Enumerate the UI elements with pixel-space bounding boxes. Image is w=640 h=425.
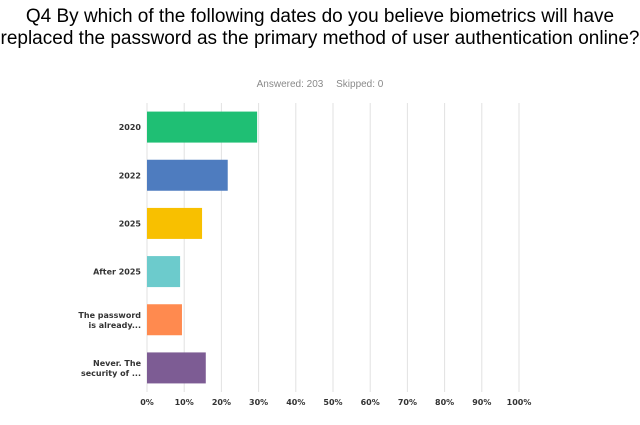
x-tick-label: 100% [507, 398, 532, 407]
bar [147, 304, 182, 336]
bar [147, 111, 258, 143]
answered-count: Answered: 203 [256, 79, 324, 90]
x-tick-label: 40% [286, 398, 305, 407]
bar [147, 159, 228, 191]
x-tick-label: 10% [175, 398, 194, 407]
x-tick-label: 70% [398, 398, 417, 407]
category-label: 2025 [119, 219, 142, 228]
x-tick-label: 80% [435, 398, 454, 407]
category-label: 2022 [119, 171, 141, 180]
bar [147, 352, 206, 384]
category-label: 2020 [119, 123, 142, 132]
x-tick-label: 60% [361, 398, 380, 407]
bar [147, 207, 203, 239]
category-label: After 2025 [93, 268, 141, 277]
category-label: Never. The security of ... [81, 359, 142, 378]
x-tick-label: 50% [323, 398, 342, 407]
x-tick-label: 90% [472, 398, 491, 407]
bar [147, 256, 181, 288]
response-stats: Answered: 203 Skipped: 0 [0, 79, 640, 90]
x-tick-label: 0% [140, 398, 154, 407]
x-tick-label: 20% [212, 398, 231, 407]
x-tick-label: 30% [249, 398, 268, 407]
category-label: The password is already... [78, 311, 141, 330]
skipped-count: Skipped: 0 [336, 79, 384, 90]
question-title: Q4 By which of the following dates do yo… [0, 6, 640, 49]
